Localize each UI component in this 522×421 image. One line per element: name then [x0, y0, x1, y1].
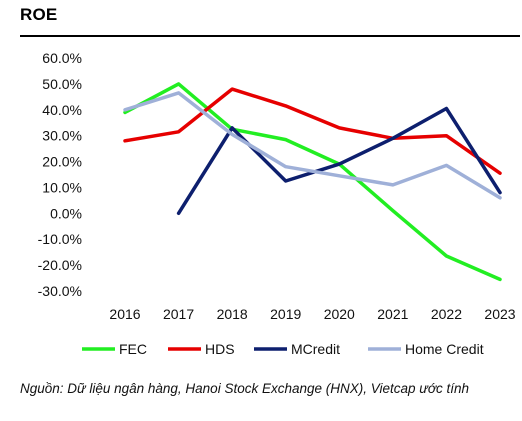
x-tick-label: 2023: [484, 306, 515, 322]
series-line-mcredit: [176, 106, 502, 216]
y-tick-label: -20.0%: [38, 257, 82, 273]
legend: FEC HDS MCredit Home Credit: [82, 341, 484, 357]
y-axis-ticks: 60.0% 50.0% 40.0% 30.0% 20.0% 10.0% 0.0% -10.0%…: [38, 50, 82, 299]
series-lines: [123, 82, 502, 282]
x-tick-label: 2020: [324, 306, 355, 322]
y-tick-label: 40.0%: [42, 102, 82, 118]
y-tick-label: -10.0%: [38, 231, 82, 247]
series-line-hds: [123, 87, 502, 175]
y-tick-label: 60.0%: [42, 50, 82, 66]
legend-label-hds: HDS: [205, 341, 235, 357]
y-tick-label: 20.0%: [42, 154, 82, 170]
legend-label-home-credit: Home Credit: [405, 341, 484, 357]
source-note: Nguồn: Dữ liệu ngân hàng, Hanoi Stock Ex…: [20, 381, 470, 396]
x-tick-label: 2019: [270, 306, 301, 322]
x-tick-label: 2016: [109, 306, 140, 322]
y-tick-label: 10.0%: [42, 179, 82, 195]
y-tick-label: -30.0%: [38, 283, 82, 299]
x-axis-ticks: 2016 2017 2018 2019 2020 2021 2022 2023: [109, 306, 515, 322]
legend-label-fec: FEC: [119, 341, 147, 357]
legend-label-mcredit: MCredit: [291, 341, 340, 357]
series-line-home-credit: [123, 91, 502, 200]
y-tick-label: 0.0%: [50, 205, 82, 221]
series-line-fec: [123, 82, 502, 282]
title-divider: [20, 35, 520, 37]
y-tick-label: 30.0%: [42, 128, 82, 144]
x-tick-label: 2021: [377, 306, 408, 322]
chart-title: ROE: [20, 5, 58, 24]
x-tick-label: 2017: [163, 306, 194, 322]
x-tick-label: 2018: [217, 306, 248, 322]
y-tick-label: 50.0%: [42, 76, 82, 92]
x-tick-label: 2022: [431, 306, 462, 322]
roe-line-chart: 60.0% 50.0% 40.0% 30.0% 20.0% 10.0% 0.0% -10.0%…: [38, 50, 516, 357]
